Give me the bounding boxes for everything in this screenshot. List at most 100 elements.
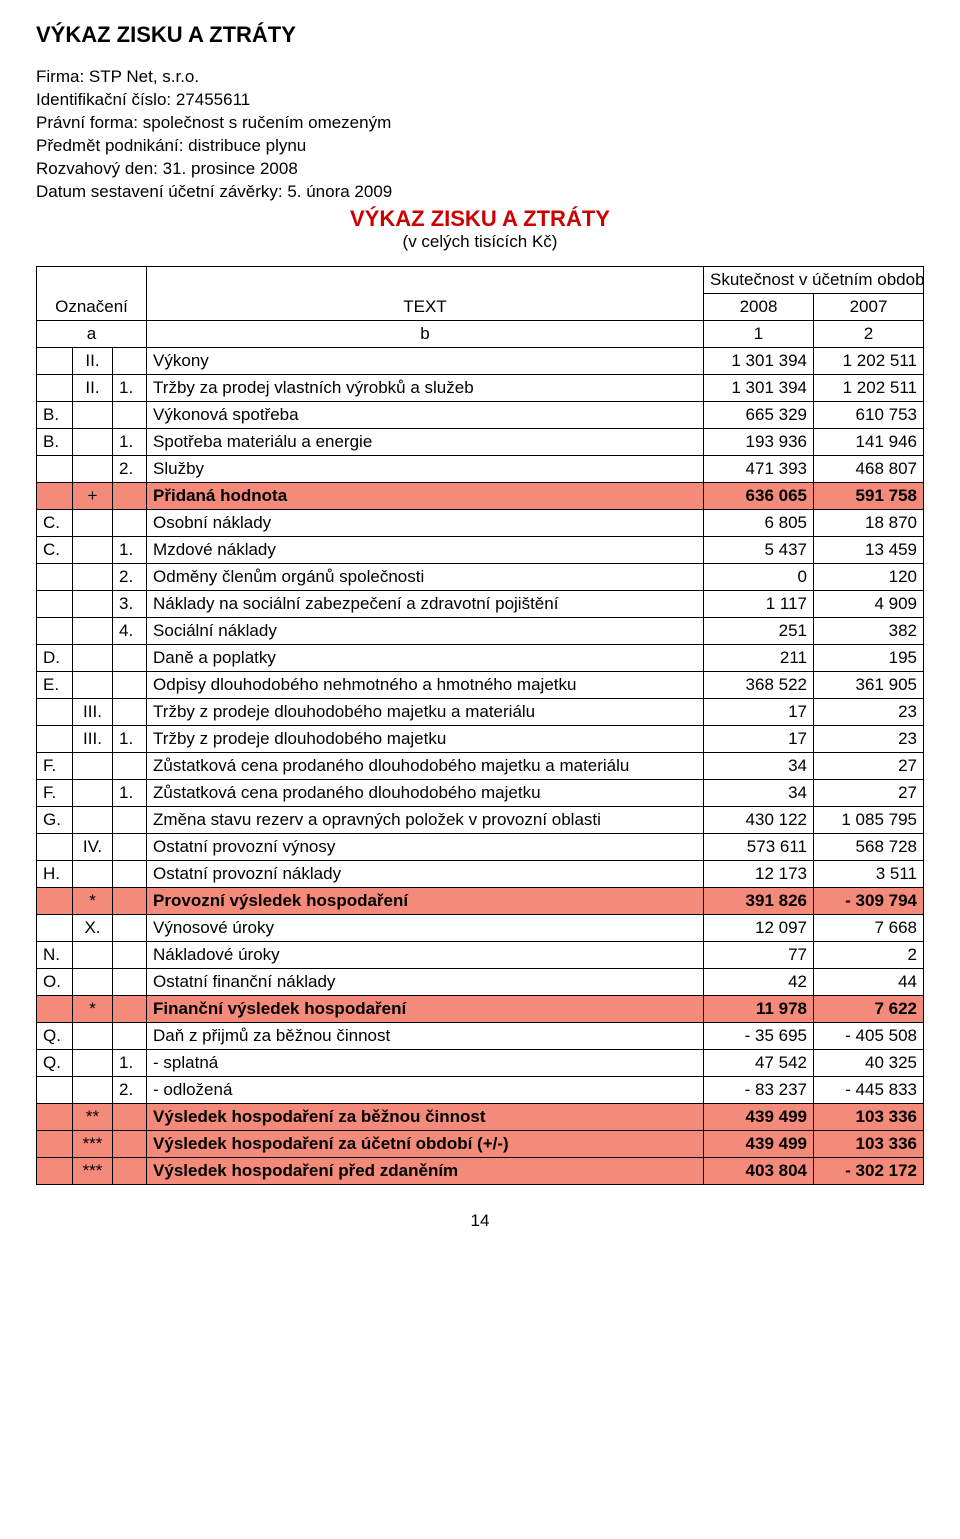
table-row: 4.Sociální náklady251382: [37, 617, 924, 644]
row-value-2008: 439 499: [704, 1103, 814, 1130]
row-col-b: *: [73, 995, 113, 1022]
header-year-2008: 2008: [704, 293, 814, 320]
row-col-b: [73, 590, 113, 617]
row-col-c: [113, 968, 147, 995]
row-col-a: D.: [37, 644, 73, 671]
row-col-c: 2.: [113, 455, 147, 482]
table-row: +Přidaná hodnota636 065591 758: [37, 482, 924, 509]
page-container: VÝKAZ ZISKU A ZTRÁTY Firma: STP Net, s.r…: [0, 0, 960, 1271]
row-col-b: [73, 968, 113, 995]
row-text: Odpisy dlouhodobého nehmotného a hmotnéh…: [147, 671, 704, 698]
table-row: G.Změna stavu rezerv a opravných položek…: [37, 806, 924, 833]
row-col-a: [37, 887, 73, 914]
header-oznaceni: Označení: [37, 266, 147, 320]
table-row: F. Zůstatková cena prodaného dlouhodobého…: [37, 752, 924, 779]
row-value-2007: 7 622: [814, 995, 924, 1022]
row-col-a: B.: [37, 428, 73, 455]
row-value-2008: 636 065: [704, 482, 814, 509]
row-col-c: [113, 1103, 147, 1130]
firm-name: Firma: STP Net, s.r.o.: [36, 66, 924, 89]
row-value-2008: 439 499: [704, 1130, 814, 1157]
row-col-b: III.: [73, 725, 113, 752]
row-col-a: [37, 617, 73, 644]
row-value-2008: 368 522: [704, 671, 814, 698]
row-col-b: II.: [73, 374, 113, 401]
table-row: IV.Ostatní provozní výnosy573 611568 728: [37, 833, 924, 860]
table-row: F.1.Zůstatková cena prodaného dlouhodobé…: [37, 779, 924, 806]
row-col-b: [73, 644, 113, 671]
table-row: III.1.Tržby z prodeje dlouhodobého majet…: [37, 725, 924, 752]
row-value-2008: 430 122: [704, 806, 814, 833]
row-value-2008: 12 173: [704, 860, 814, 887]
row-col-b: [73, 455, 113, 482]
row-col-a: B.: [37, 401, 73, 428]
firm-business: Předmět podnikání: distribuce plynu: [36, 135, 924, 158]
row-value-2008: 1 301 394: [704, 374, 814, 401]
row-col-a: [37, 1103, 73, 1130]
row-text: Tržby za prodej vlastních výrobků a služ…: [147, 374, 704, 401]
row-value-2007: 1 085 795: [814, 806, 924, 833]
row-value-2008: 77: [704, 941, 814, 968]
table-header-row-1: Označení TEXT Skutečnost v účetním obdob…: [37, 266, 924, 293]
row-col-c: 1.: [113, 536, 147, 563]
row-col-c: [113, 698, 147, 725]
row-col-a: [37, 833, 73, 860]
row-col-a: [37, 374, 73, 401]
row-text: Zůstatková cena prodaného dlouhodobého m…: [147, 752, 704, 779]
row-col-c: [113, 482, 147, 509]
row-value-2007: 27: [814, 779, 924, 806]
header-col-1: 1: [704, 320, 814, 347]
row-value-2007: - 309 794: [814, 887, 924, 914]
row-col-b: [73, 1049, 113, 1076]
row-text: Odměny členům orgánů společnosti: [147, 563, 704, 590]
table-row: 2.Odměny členům orgánů společnosti0120: [37, 563, 924, 590]
row-col-c: [113, 401, 147, 428]
table-row: E.Odpisy dlouhodobého nehmotného a hmotn…: [37, 671, 924, 698]
row-col-b: [73, 1076, 113, 1103]
row-col-b: [73, 752, 113, 779]
row-value-2008: 17: [704, 725, 814, 752]
header-period: Skutečnost v účetním období: [704, 266, 924, 293]
row-col-a: F.: [37, 752, 73, 779]
row-text: Výnosové úroky: [147, 914, 704, 941]
row-text: Finanční výsledek hospodaření: [147, 995, 704, 1022]
header-col-a: a: [37, 320, 147, 347]
row-value-2008: 6 805: [704, 509, 814, 536]
row-text: Nákladové úroky: [147, 941, 704, 968]
row-value-2007: 18 870: [814, 509, 924, 536]
section-units: (v celých tisících Kč): [36, 232, 924, 252]
row-text: Mzdové náklady: [147, 536, 704, 563]
row-col-c: [113, 752, 147, 779]
row-value-2007: 361 905: [814, 671, 924, 698]
row-value-2007: 195: [814, 644, 924, 671]
row-col-c: [113, 644, 147, 671]
row-col-b: II.: [73, 347, 113, 374]
row-col-a: [37, 914, 73, 941]
row-value-2007: 141 946: [814, 428, 924, 455]
row-text: Daň z přijmů za běžnou činnost: [147, 1022, 704, 1049]
row-text: Výkony: [147, 347, 704, 374]
row-value-2007: 23: [814, 725, 924, 752]
row-text: Tržby z prodeje dlouhodobého majetku: [147, 725, 704, 752]
table-row: **Výsledek hospodaření za běžnou činnost…: [37, 1103, 924, 1130]
row-col-b: [73, 806, 113, 833]
firm-balance-date: Rozvahový den: 31. prosince 2008: [36, 158, 924, 181]
row-text: Výsledek hospodaření za běžnou činnost: [147, 1103, 704, 1130]
row-text: Sociální náklady: [147, 617, 704, 644]
row-text: Ostatní finanční náklady: [147, 968, 704, 995]
row-value-2007: 27: [814, 752, 924, 779]
row-col-b: IV.: [73, 833, 113, 860]
row-col-c: [113, 509, 147, 536]
row-col-b: [73, 779, 113, 806]
row-col-a: [37, 482, 73, 509]
table-row: 2. - odložená- 83 237- 445 833: [37, 1076, 924, 1103]
row-value-2008: 1 301 394: [704, 347, 814, 374]
firm-id: Identifikační číslo: 27455611: [36, 89, 924, 112]
row-text: Náklady na sociální zabezpečení a zdravo…: [147, 590, 704, 617]
row-value-2008: 34: [704, 779, 814, 806]
row-text: - splatná: [147, 1049, 704, 1076]
row-text: Daně a poplatky: [147, 644, 704, 671]
table-row: ***Výsledek hospodaření před zdaněním403…: [37, 1157, 924, 1184]
row-value-2008: 5 437: [704, 536, 814, 563]
row-col-a: [37, 995, 73, 1022]
